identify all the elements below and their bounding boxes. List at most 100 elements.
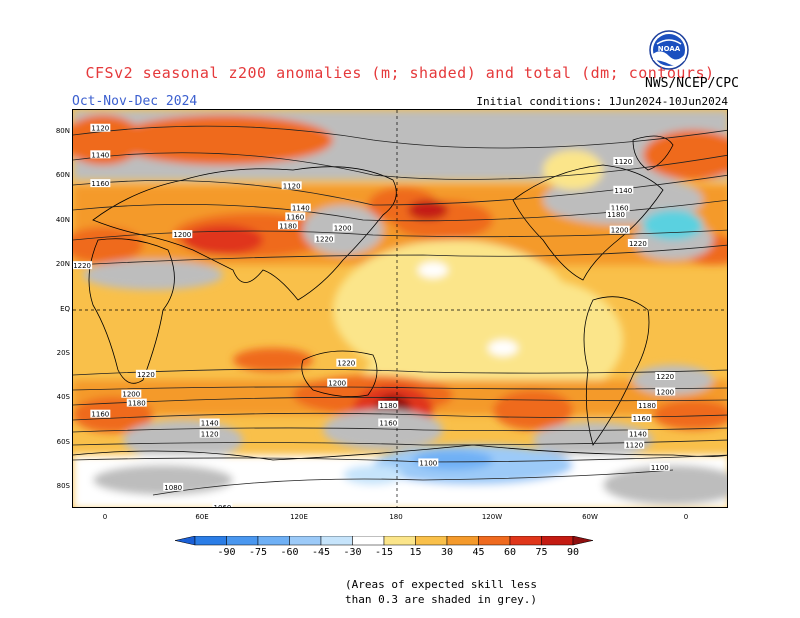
skill-note-line: (Areas of expected skill less bbox=[345, 578, 538, 591]
contour-label: 1120 bbox=[614, 158, 632, 166]
contour-label: 1220 bbox=[137, 371, 155, 379]
contour-label: 1200 bbox=[122, 391, 140, 399]
colorbar-tick-label: -30 bbox=[343, 547, 361, 558]
colorbar-tick-label: -90 bbox=[217, 547, 235, 558]
colorbar-swatch bbox=[289, 536, 322, 546]
lat-label: 20N bbox=[55, 260, 70, 268]
colorbar-tick-label: -75 bbox=[249, 547, 267, 558]
colorbar: -90 -75 -60 -45 -30 -15 15 30 45 60 75 90 bbox=[175, 536, 594, 558]
contour-label: 1140 bbox=[614, 187, 632, 195]
colorbar-swatch bbox=[415, 536, 448, 546]
colorbar-tick-label: -15 bbox=[375, 547, 393, 558]
colorbar-max-arrow bbox=[572, 536, 594, 546]
contour-label-bg bbox=[73, 261, 93, 270]
colorbar-tick-label: 75 bbox=[535, 547, 547, 558]
contour-label: 1180 bbox=[128, 400, 146, 408]
contour-label: 1180 bbox=[279, 222, 297, 230]
colorbar-swatch bbox=[478, 536, 511, 546]
anomaly-map: 1120 1140 1160 1200 1220 1120 1140 1160 1180 1200… bbox=[72, 109, 728, 508]
colorbar-tick-label: 60 bbox=[504, 547, 516, 558]
lat-label: 40N bbox=[55, 216, 70, 224]
colorbar-tick-label: 45 bbox=[472, 547, 484, 558]
contour-label: 1140 bbox=[629, 431, 647, 439]
contour-label: 1160 bbox=[286, 213, 304, 221]
contour-label: 1200 bbox=[656, 389, 674, 397]
contour-label: 1100 bbox=[651, 464, 669, 472]
contour-label: 1220 bbox=[73, 262, 91, 270]
contour-label-bg bbox=[627, 429, 648, 438]
contour-label: 1200 bbox=[328, 380, 346, 388]
contour-label: 1120 bbox=[201, 431, 219, 439]
contour-label: 1160 bbox=[611, 205, 629, 213]
contour-label: 1200 bbox=[173, 231, 191, 239]
contour-label-bg bbox=[649, 462, 670, 471]
agency-label: NWS/NCEP/CPC bbox=[645, 76, 739, 91]
contour-label-bg bbox=[378, 400, 399, 409]
contour-label: 1120 bbox=[625, 442, 643, 450]
skill-note: (Areas of expected skill less than 0.3 a… bbox=[345, 577, 537, 607]
contour-label: 1220 bbox=[316, 236, 334, 244]
contour-label: 1180 bbox=[379, 402, 397, 410]
contour-label-bg bbox=[121, 389, 142, 398]
contour-label-bg bbox=[126, 398, 147, 407]
colorbar-swatch bbox=[383, 536, 416, 546]
contour-label: 1080 bbox=[164, 484, 182, 492]
contour-label-bg bbox=[624, 440, 645, 449]
contour-label: 1140 bbox=[91, 151, 109, 159]
lon-label: 120E bbox=[290, 513, 308, 521]
contour-label: 1120 bbox=[91, 125, 109, 133]
contour-label-bg bbox=[336, 358, 357, 367]
map-title: CFSv2 seasonal z200 anomalies (m; shaded… bbox=[85, 64, 715, 82]
lat-label: EQ bbox=[60, 305, 70, 313]
contour-label-bg bbox=[281, 181, 302, 190]
colorbar-tick-label: 30 bbox=[441, 547, 453, 558]
contour-label-bg bbox=[135, 369, 156, 378]
colorbar-min-arrow bbox=[175, 536, 196, 546]
contour-label-bg bbox=[163, 482, 184, 491]
contour-label-bg bbox=[609, 225, 630, 234]
contour-label-bg bbox=[609, 203, 630, 212]
contour-label-bg bbox=[90, 179, 111, 188]
colorbar-swatch bbox=[541, 536, 574, 546]
contour-label-bg bbox=[378, 418, 399, 427]
contour-label: 1160 bbox=[91, 180, 109, 188]
contour-label: 1220 bbox=[337, 360, 355, 368]
initial-conditions: Initial conditions: 1Jun2024-10Jun2024 bbox=[476, 95, 728, 108]
lat-label: 40S bbox=[56, 393, 70, 401]
contour-label-bg bbox=[90, 150, 111, 159]
contour-label-bg bbox=[631, 414, 652, 423]
contour-label: 1120 bbox=[283, 182, 301, 190]
noaa-logo: NOAA bbox=[649, 30, 689, 70]
lon-label: 180 bbox=[389, 513, 403, 521]
contour-label: 1180 bbox=[607, 211, 625, 219]
coastlines bbox=[73, 135, 727, 461]
contour-label: 1060 bbox=[214, 504, 232, 508]
anomaly-shading bbox=[73, 110, 727, 507]
lat-label: 20S bbox=[56, 349, 70, 357]
contour-label: 1180 bbox=[638, 402, 656, 410]
contour-label: 1100 bbox=[419, 459, 437, 467]
contour-label-bg bbox=[212, 502, 233, 507]
lat-label: 80S bbox=[56, 482, 70, 490]
contour-label: 1160 bbox=[633, 415, 651, 423]
lon-label: 120W bbox=[481, 513, 503, 521]
skill-note-line: than 0.3 are shaded in grey.) bbox=[345, 593, 538, 606]
colorbar-tick-label: 15 bbox=[409, 547, 421, 558]
contour-label-bg bbox=[327, 378, 348, 387]
contour-label-bg bbox=[606, 210, 627, 219]
contour-label: 1220 bbox=[656, 373, 674, 381]
colorbar-swatch bbox=[226, 536, 259, 546]
contour-label: 1220 bbox=[629, 240, 647, 248]
contour-label-bg bbox=[655, 387, 676, 396]
contour-label-bg bbox=[199, 429, 220, 438]
contour-label-bg bbox=[90, 123, 111, 132]
contour-label-bg bbox=[285, 212, 306, 221]
contour-label-bg bbox=[613, 185, 634, 194]
contour-label-bg bbox=[199, 418, 220, 427]
contour-label-bg bbox=[655, 372, 676, 380]
contour-label-bg bbox=[627, 239, 648, 247]
colorbar-swatch bbox=[320, 536, 353, 546]
lon-label: 60E bbox=[195, 513, 209, 521]
colorbar-swatch bbox=[257, 536, 290, 546]
